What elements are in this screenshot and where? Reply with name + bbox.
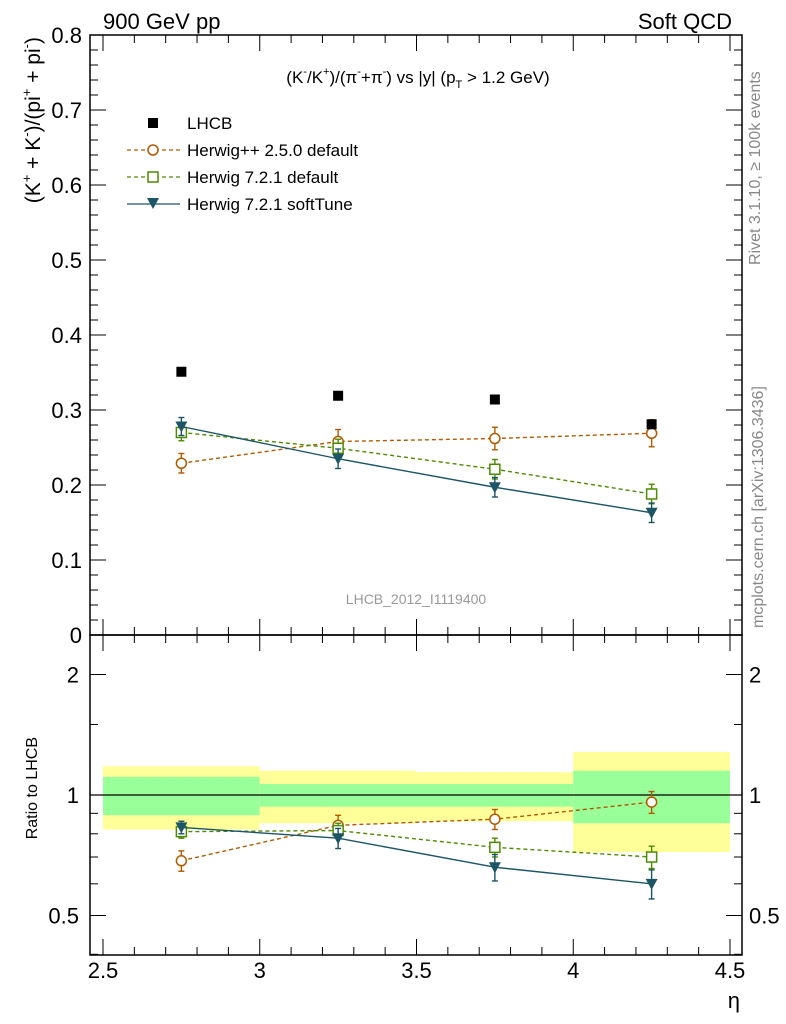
legend-marker-herwig-721-softtune (147, 198, 159, 209)
ratio-bands (90, 752, 742, 853)
data-point-herwig-2-5-0-default-main (645, 427, 658, 439)
series-layer (175, 416, 658, 900)
legend-entry-herwig-721-default: Herwig 7.2.1 default (127, 168, 338, 187)
data-point-lhcb (333, 390, 344, 401)
series-line-herwig-7-2-1-default-ratio (181, 829, 652, 858)
legend-marker-herwigpp-250 (147, 144, 159, 156)
y-tick-label: 0.3 (51, 398, 82, 423)
y-tick-label: 0.4 (51, 323, 82, 348)
x-tick-label: 2.5 (88, 958, 119, 983)
ratio-y-tick-label: 1 (67, 783, 79, 808)
y-tick-label: 0.6 (51, 173, 82, 198)
data-point-herwig-2-5-0-default-ratio (489, 813, 501, 825)
series-line-herwig-2-5-0-default-ratio (181, 801, 652, 862)
legend-label-herwig-721-softtune: Herwig 7.2.1 softTune (187, 195, 353, 214)
x-tick-label: 3.5 (401, 958, 432, 983)
data-point-herwig-7-2-1-softtune-main (645, 507, 658, 519)
axis-ticks (90, 34, 742, 955)
y-tick-label: 0.5 (51, 248, 82, 273)
ratio-y-tick-label-right: 2 (749, 662, 761, 687)
y-tick-label: 0.8 (51, 23, 82, 48)
series-line-herwig-2-5-0-default-main (181, 432, 652, 464)
x-axis-label: η (728, 988, 740, 1013)
ratio-y-tick-label: 2 (67, 662, 79, 687)
legend-marker-lhcb (148, 118, 158, 128)
data-point-lhcb (176, 366, 187, 377)
data-layer (176, 366, 657, 430)
ratio-y-tick-label-right: 0.5 (749, 904, 780, 929)
series-line-herwig-7-2-1-softtune-main (181, 425, 652, 514)
ratio-band-inner (103, 776, 260, 816)
side-label-rivet: Rivet 3.1.10, ≥ 100k events (747, 71, 764, 265)
x-tick-label: 4 (567, 958, 579, 983)
data-point-lhcb (489, 394, 500, 405)
data-point-herwig-7-2-1-softtune-ratio (175, 822, 188, 834)
data-point-herwig-2-5-0-default-ratio (175, 855, 188, 867)
legend-label-herwigpp-250: Herwig++ 2.5.0 default (187, 141, 358, 160)
ratio-y-tick-label: 0.5 (48, 904, 79, 929)
x-tick-label: 3 (254, 958, 266, 983)
axis-tick-labels: 2.5 3 3.5 4 4.5 0 0.1 0.2 0.3 0.4 0.5 0.6 0.7 0.8 0.5 0… (48, 23, 779, 983)
data-point-herwig-7-2-1-softtune-main (175, 421, 188, 433)
y-tick-label: 0.1 (51, 548, 82, 573)
data-point-herwig-2-5-0-default-main (489, 432, 501, 445)
series-line-herwig-7-2-1-softtune-ratio (181, 826, 652, 885)
header-left: 900 GeV pp (103, 9, 220, 34)
ratio-y-axis-label: Ratio to LHCB (24, 737, 41, 839)
data-point-herwig-7-2-1-softtune-ratio (645, 878, 658, 890)
legend-label-lhcb: LHCB (187, 114, 232, 133)
legend-label-herwig-721-default: Herwig 7.2.1 default (187, 168, 338, 187)
legend: LHCB Herwig++ 2.5.0 default Herwig 7.2.1… (127, 114, 358, 214)
y-tick-label: 0 (70, 623, 82, 648)
y-tick-label: 0.7 (51, 98, 82, 123)
data-point-herwig-2-5-0-default-ratio (645, 796, 658, 808)
data-point-herwig-7-2-1-default-ratio (645, 851, 658, 863)
data-point-herwig-2-5-0-default-main (175, 457, 188, 469)
data-point-lhcb (646, 419, 657, 430)
data-point-herwig-7-2-1-softtune-ratio (332, 833, 345, 845)
data-point-herwig-7-2-1-softtune-ratio (488, 862, 501, 874)
y-axis-label: (K+ + K-)/(pi+ + pi-) (19, 37, 45, 203)
data-point-herwig-7-2-1-default-main (489, 463, 501, 475)
ratio-y-tick-label-right: 1 (749, 783, 761, 808)
y-tick-label: 0.2 (51, 473, 82, 498)
legend-entry-herwig-721-softtune: Herwig 7.2.1 softTune (127, 195, 353, 214)
series-line-herwig-7-2-1-default-main (181, 431, 652, 495)
header-right: Soft QCD (638, 9, 732, 34)
data-point-herwig-7-2-1-default-main (645, 488, 658, 500)
analysis-watermark: LHCB_2012_I1119400 (346, 591, 487, 607)
legend-entry-lhcb: LHCB (148, 114, 232, 133)
legend-marker-herwig-721-default (147, 171, 159, 183)
legend-entry-herwigpp-250: Herwig++ 2.5.0 default (127, 141, 358, 160)
plot-title: (K-/K+)/(π-+π-) vs |y| (pT > 1.2 GeV) (286, 66, 549, 91)
data-point-herwig-7-2-1-softtune-main (488, 482, 501, 494)
side-label-mcplots: mcplots.cern.ch [arXiv:1306.3436] (750, 386, 767, 628)
data-point-herwig-7-2-1-softtune-main (332, 453, 345, 465)
data-point-herwig-7-2-1-default-ratio (489, 841, 501, 854)
x-tick-label: 4.5 (715, 958, 746, 983)
